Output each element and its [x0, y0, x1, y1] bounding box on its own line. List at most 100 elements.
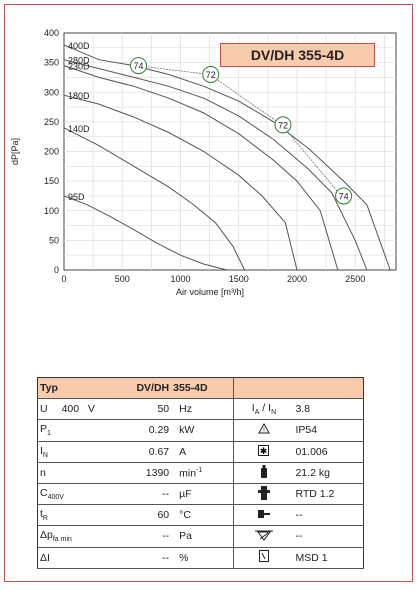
spec-right-value: RTD 1.2: [293, 482, 364, 506]
spec-param-symbol: t: [40, 508, 43, 521]
spec-unit: min-1: [171, 461, 235, 484]
y-tick-label: 200: [44, 147, 59, 157]
plug-icon: [233, 504, 294, 527]
spec-header-typ: Typ: [37, 376, 112, 400]
spec-right-value: MSD 1: [293, 546, 364, 569]
spec-param: tR: [37, 504, 112, 527]
spec-value: 0.29: [112, 419, 172, 442]
y-tick-label: 0: [54, 265, 59, 275]
efficiency-line: [136, 65, 342, 197]
series-line-95D: [63, 195, 228, 271]
spec-param-symbol: P: [40, 423, 48, 436]
spec-param-symbol: n: [40, 466, 46, 479]
y-tick-label: 400: [44, 28, 59, 38]
spec-row: tR 60 °C --: [37, 504, 364, 527]
spec-header-model-a: DV/DH: [112, 376, 172, 400]
spec-unit: A: [171, 440, 235, 463]
warning-triangle-icon: !: [233, 419, 294, 442]
switch-box-icon: [233, 546, 294, 569]
spec-param: IN: [37, 440, 112, 463]
spec-unit: Hz: [171, 398, 235, 421]
x-tick-label: 1000: [170, 274, 190, 284]
series-line-280D: [63, 59, 368, 271]
spec-value: 0.67: [112, 440, 172, 463]
y-tick-label: 250: [44, 117, 59, 127]
spec-row: C400V -- µF RTD 1.2: [37, 482, 364, 506]
spec-param-symbol: U: [40, 403, 48, 416]
efficiency-marker-label: 72: [206, 70, 216, 80]
spec-row: U 400 V 50 Hz IA / IN 3.8: [37, 398, 364, 421]
spec-param: Δpfa min: [37, 525, 112, 548]
efficiency-marker: [335, 187, 353, 205]
efficiency-marker-label: 74: [134, 61, 144, 71]
weight-icon: [233, 461, 294, 484]
svg-text:!: !: [263, 428, 265, 434]
y-tick-label: 150: [44, 176, 59, 186]
spec-value: 50: [112, 398, 172, 421]
spec-table: Typ DV/DH 355-4D U 400 V 50 Hz IA / IN 3.8 P1 0…: [37, 376, 364, 569]
spec-param: C400V: [37, 482, 112, 506]
spec-param-symbol: ΔI: [40, 551, 50, 564]
page-frame: [4, 4, 413, 582]
spec-unit: %: [171, 546, 235, 569]
series-label-280D: 280D: [68, 56, 90, 66]
spec-header-row: Typ DV/DH 355-4D: [37, 376, 364, 400]
y-axis-label: dP[Pa]: [10, 138, 20, 165]
spec-unit: kW: [171, 419, 235, 442]
x-tick-label: 2500: [345, 274, 365, 284]
spec-value: 1390: [112, 461, 172, 484]
efficiency-marker: [274, 116, 292, 134]
series-line-230D: [63, 65, 339, 271]
spec-right-value: --: [293, 504, 364, 527]
series-line-180D: [63, 94, 298, 271]
spec-param-symbol: C: [40, 486, 48, 499]
spec-value: --: [112, 546, 172, 569]
spec-value: --: [112, 525, 172, 548]
series-label-400D: 400D: [68, 41, 90, 51]
spec-row: P1 0.29 kW! IP54: [37, 419, 364, 442]
y-tick-label: 50: [49, 235, 59, 245]
y-tick-label: 350: [44, 58, 59, 68]
x-tick-label: 2000: [287, 274, 307, 284]
spec-param: U 400 V: [37, 398, 112, 421]
spec-right-value: IP54: [293, 419, 364, 442]
spec-right-value: --: [293, 525, 364, 548]
x-tick-label: 0: [61, 274, 66, 284]
x-tick-label: 500: [115, 274, 130, 284]
efficiency-marker-label: 74: [339, 191, 349, 201]
fan-curve-chart: 0 500 1000 1500 2000 2500 0 50 100 150 200 250 300 35…: [10, 28, 397, 297]
spec-header-model-b: 355-4D: [171, 376, 235, 400]
efficiency-marker: [202, 65, 220, 83]
spec-row: n 1390 min-1 21.2 kg: [37, 461, 364, 484]
series-line-140D: [63, 127, 246, 271]
spec-value: 60: [112, 504, 172, 527]
spec-param-symbol: I: [40, 444, 43, 457]
spec-param: ΔI: [37, 546, 112, 569]
spec-row: ΔI --% MSD 1: [37, 546, 364, 569]
series-label-140D: 140D: [68, 124, 90, 134]
star-box-icon: ✱: [233, 440, 294, 463]
spec-row: Δpfa min -- Pa --: [37, 525, 364, 548]
x-tick-label: 1500: [229, 274, 249, 284]
spec-unit: °C: [171, 504, 235, 527]
spec-param: n: [37, 461, 112, 484]
spec-header-empty: [233, 376, 364, 400]
svg-text:✱: ✱: [260, 447, 268, 456]
spec-unit: Pa: [171, 525, 235, 548]
y-tick-label: 100: [44, 206, 59, 216]
spec-right-value: 01.006: [293, 440, 364, 463]
spec-param: P1: [37, 419, 112, 442]
efficiency-marker-label: 72: [278, 120, 288, 130]
current-ratio-label: IA / IN: [233, 398, 294, 421]
efficiency-marker: [130, 57, 148, 75]
spec-row: IN 0.67 A ✱ 01.006: [37, 440, 364, 463]
damper-icon: [233, 525, 294, 548]
series-label-180D: 180D: [68, 91, 90, 101]
thermal-relay-icon: [233, 482, 294, 506]
x-axis-label: Air volume [m³/h]: [176, 287, 244, 297]
y-tick-label: 300: [44, 87, 59, 97]
chart-title: DV/DH 355-4D: [220, 43, 375, 67]
spec-right-value: 3.8: [293, 398, 364, 421]
series-line-400D: [63, 44, 391, 271]
series-label-230D: 230D: [68, 62, 90, 72]
